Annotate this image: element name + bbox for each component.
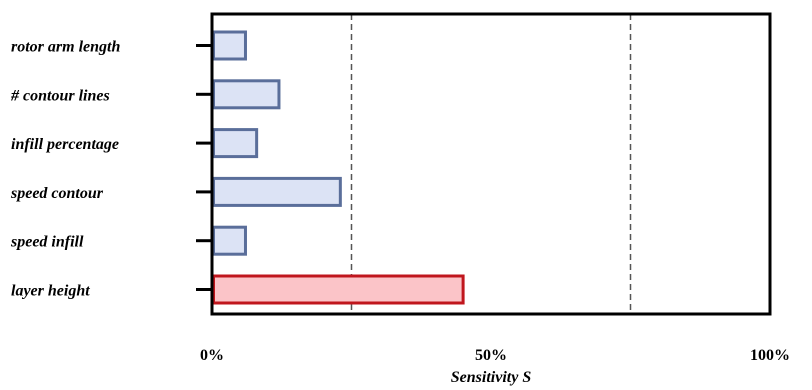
bar-2 [212,128,259,159]
bars [212,30,465,305]
x-tick-label-2: 100% [750,347,790,364]
x-tick-label-0: 0% [200,347,224,364]
y-label-0: rotor arm length [11,39,120,56]
bar-4 [212,225,247,256]
y-ticks [196,44,212,291]
bar-3 [212,176,342,207]
x-axis-title: Sensitivity S [451,369,532,386]
y-labels: rotor arm length # contour lines infill pe… [10,39,120,300]
bar-1 [212,79,281,110]
y-label-1: # contour lines [10,87,110,104]
x-tick-labels: 0% 50% 100% [200,347,790,364]
plot-frame [210,12,772,316]
x-tick-label-1: 50% [475,347,507,364]
bar-0 [212,30,247,61]
y-label-4: speed infill [10,234,84,251]
y-label-2: infill percentage [11,136,119,153]
bar-5 [212,274,465,305]
reference-lines [350,14,632,314]
y-label-5: layer height [11,283,90,300]
y-label-3: speed contour [10,185,104,202]
